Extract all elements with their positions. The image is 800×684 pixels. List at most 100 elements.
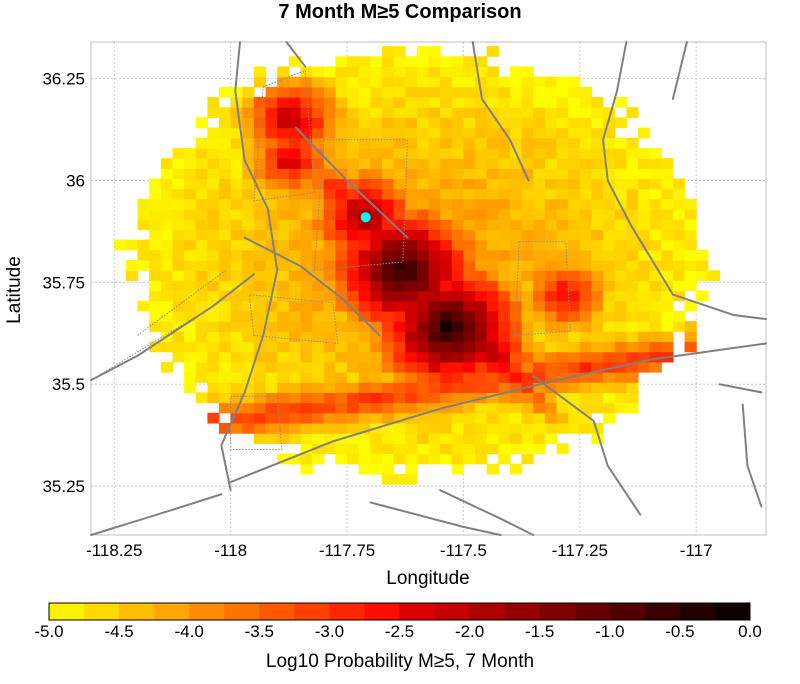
colorbar-swatch <box>504 603 541 620</box>
heatmap-cell <box>672 259 686 271</box>
heatmap-cell <box>335 147 348 159</box>
heatmap-cell <box>207 392 220 404</box>
heatmap-cell <box>568 209 581 220</box>
heatmap-cell <box>428 331 441 343</box>
heatmap-cell <box>626 341 639 353</box>
heatmap-cell <box>626 107 639 118</box>
heatmap-cell <box>661 198 674 210</box>
heatmap-cell <box>637 219 651 231</box>
heatmap-cell <box>405 249 418 261</box>
y-tick-label-4: 36.25 <box>42 70 85 89</box>
heatmap-cell <box>219 158 232 169</box>
heatmap-cell <box>219 137 232 149</box>
heatmap-cell <box>440 66 453 78</box>
heatmap-cell <box>637 127 651 139</box>
heatmap-cell <box>556 97 569 108</box>
heatmap-cell <box>335 97 348 108</box>
heatmap-cell <box>137 249 150 261</box>
heatmap-cell <box>312 402 325 414</box>
heatmap-cell <box>521 178 534 190</box>
heatmap-cell <box>358 239 371 251</box>
heatmap-cell <box>370 331 383 343</box>
heatmap-cell <box>300 280 313 292</box>
heatmap-cell <box>475 300 488 312</box>
heatmap-cell <box>509 137 523 149</box>
heatmap-cell <box>440 209 453 220</box>
heatmap-cell <box>370 188 383 200</box>
heatmap-cell <box>428 321 441 332</box>
heatmap-cell <box>521 158 534 169</box>
heatmap-cell <box>160 198 174 210</box>
heatmap-cell <box>288 382 302 393</box>
heatmap-cell <box>451 351 465 363</box>
heatmap-cell <box>335 219 348 231</box>
heatmap-cell <box>149 188 162 200</box>
heatmap-cell <box>498 412 511 424</box>
heatmap-cell <box>323 76 336 88</box>
heatmap-cell <box>405 137 418 149</box>
heatmap-cell <box>312 107 325 118</box>
heatmap-cell <box>544 402 558 414</box>
heatmap-cell <box>509 117 523 129</box>
heatmap-cell <box>637 300 651 312</box>
heatmap-cell <box>253 433 267 444</box>
heatmap-cell <box>475 270 488 281</box>
heatmap-cell <box>533 270 546 281</box>
heatmap-cell <box>614 219 627 231</box>
heatmap-cell <box>323 198 336 210</box>
heatmap-cell <box>230 198 243 210</box>
heatmap-cell <box>614 117 627 129</box>
heatmap-cell <box>219 259 232 271</box>
heatmap-cell <box>603 270 616 281</box>
heatmap-cell <box>672 280 686 292</box>
heatmap-cell <box>335 392 348 404</box>
heatmap-cell <box>475 290 488 302</box>
heatmap-cell <box>416 178 430 190</box>
heatmap-cell <box>521 259 534 271</box>
heatmap-cell <box>207 198 220 210</box>
heatmap-cell <box>603 372 616 383</box>
heatmap-cell <box>626 351 639 363</box>
heatmap-cell <box>160 158 174 169</box>
heatmap-cell <box>370 229 383 241</box>
heatmap-cell <box>195 158 208 169</box>
heatmap-cell <box>172 300 185 312</box>
heatmap-cell <box>195 300 208 312</box>
heatmap-cell <box>207 249 220 261</box>
heatmap-cell <box>579 290 593 302</box>
heatmap-cell <box>579 422 593 434</box>
heatmap-cell <box>358 198 371 210</box>
heatmap-cell <box>509 97 523 108</box>
heatmap-cell <box>381 372 395 383</box>
heatmap-cell <box>358 280 371 292</box>
heatmap-cell <box>323 382 336 393</box>
y-tick-label-3: 36 <box>66 172 85 191</box>
heatmap-cell <box>498 331 511 343</box>
heatmap-cell <box>381 107 395 118</box>
heatmap-cell <box>393 66 406 78</box>
heatmap-cell <box>312 76 325 88</box>
heatmap-cell <box>381 178 395 190</box>
heatmap-cell <box>265 127 278 139</box>
heatmap-cell <box>160 219 174 231</box>
heatmap-cell <box>370 280 383 292</box>
heatmap-cell <box>568 127 581 139</box>
heatmap-cell <box>393 86 406 98</box>
heatmap-cell <box>614 290 627 302</box>
heatmap-cell <box>405 433 418 444</box>
heatmap-cell <box>265 219 278 231</box>
x-tick-label-5: -117 <box>680 541 713 560</box>
colorbar-swatch <box>609 603 646 620</box>
heatmap-cell <box>277 402 290 414</box>
heatmap-cell <box>486 188 499 200</box>
heatmap-cell <box>358 402 371 414</box>
colorbar-frame <box>48 602 751 621</box>
heatmap-cell <box>253 229 267 241</box>
heatmap-cell <box>207 97 220 108</box>
heatmap-cell <box>649 300 662 312</box>
heatmap-cell <box>463 178 476 190</box>
heatmap-cell <box>428 86 441 98</box>
heatmap-cell <box>509 127 523 139</box>
heatmap-cell <box>626 382 639 393</box>
heatmap-cell <box>661 188 674 200</box>
